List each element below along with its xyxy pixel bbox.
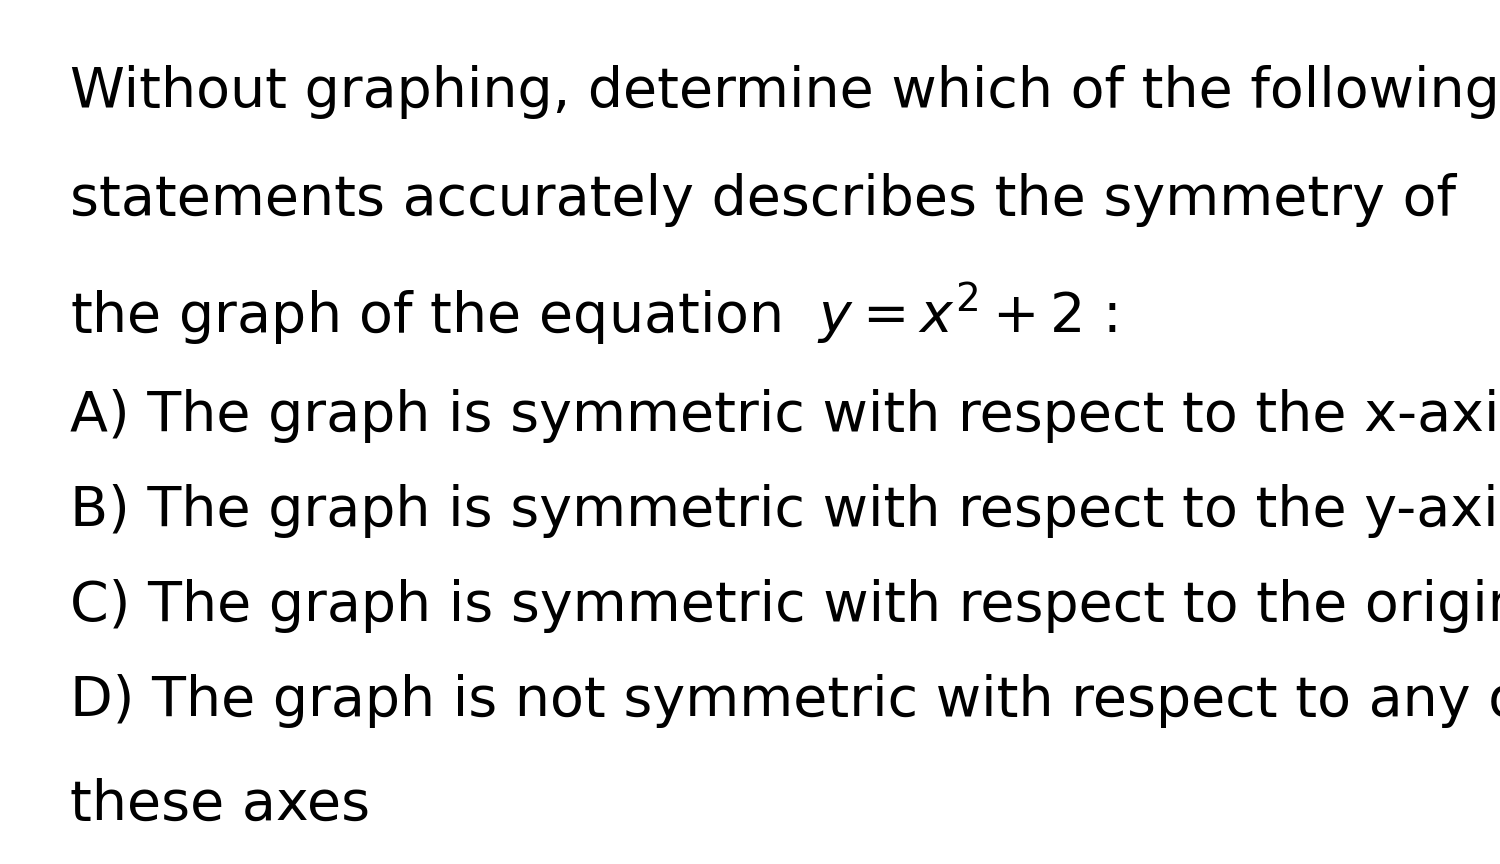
Text: these axes: these axes (70, 778, 370, 831)
Text: Without graphing, determine which of the following: Without graphing, determine which of the… (70, 65, 1500, 118)
Text: B) The graph is symmetric with respect to the y-axis: B) The graph is symmetric with respect t… (70, 484, 1500, 537)
Text: statements accurately describes the symmetry of: statements accurately describes the symm… (70, 173, 1456, 226)
Text: C) The graph is symmetric with respect to the origin: C) The graph is symmetric with respect t… (70, 579, 1500, 632)
Text: the graph of the equation  $y = x^2 + 2$ :: the graph of the equation $y = x^2 + 2$ … (70, 281, 1118, 348)
Text: A) The graph is symmetric with respect to the x-axis: A) The graph is symmetric with respect t… (70, 389, 1500, 442)
Text: D) The graph is not symmetric with respect to any of: D) The graph is not symmetric with respe… (70, 674, 1500, 727)
